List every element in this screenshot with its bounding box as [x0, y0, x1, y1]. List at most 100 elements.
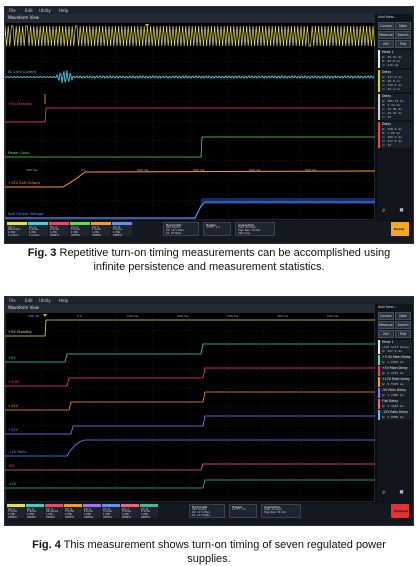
measurement-title: +5V Main Delay [382, 366, 408, 370]
menu-edit[interactable]: Edit [25, 8, 33, 13]
horizontal-settings[interactable]: Horizontal 100 ms/div SR: 12.5 MS/s RL: 12.… [189, 504, 225, 518]
button-search[interactable]: Search [395, 321, 411, 329]
channel-setting: 1 MΩ [8, 231, 15, 235]
button-measure[interactable]: Measure [378, 321, 394, 329]
channel-badge-1[interactable]: Ch 1 20mV/div 1 MΩ 1 kV/div [7, 222, 27, 237]
add-new-label: Add New... [378, 305, 397, 309]
time-axis-tick: 400 ms [277, 314, 288, 318]
channel-setting: 1 MΩ [27, 513, 34, 517]
button-ref[interactable]: Ref [378, 40, 394, 48]
measurement-value: n: 35.85 ms [382, 107, 402, 111]
channel-name: Ch 3 [46, 507, 53, 511]
trace-label: +5V Standby [8, 330, 32, 334]
button-cursors[interactable]: Cursors [378, 22, 394, 30]
menu-help[interactable]: Help [59, 8, 69, 13]
menu-utility[interactable]: Utility [39, 298, 51, 303]
channel-name: Ch 7 [122, 507, 129, 511]
trigger-value: Ch 4 ↑ 2 V [206, 226, 221, 229]
measurement-badge[interactable]: +12V Main Delay μ: 9.5505 ms [378, 377, 412, 387]
trigger-settings[interactable]: Trigger Ch 4 ↑ 2 V [203, 222, 231, 236]
measurement-badge[interactable]: -12V Rails Delay μ: 5.0000 ms [378, 410, 412, 420]
channel-name: Ch 1 [8, 507, 15, 511]
tick-label: 400 ms [277, 314, 289, 318]
measurement-badge[interactable]: Delay μ: 306.52 ms σ: 7.16 ms n: 35.85 ms n:… [378, 94, 412, 120]
trace-label-text: Power Good [8, 151, 30, 155]
measurement-value: n: 34 [382, 143, 392, 147]
time-axis-tick: -100 ms [27, 314, 39, 318]
measurement-title: Meas 1 [382, 340, 394, 344]
run-state-label: Ready [394, 227, 405, 231]
menu-help[interactable]: Help [59, 298, 69, 303]
button-label: Measure [379, 33, 393, 37]
trigger-position-marker[interactable] [43, 314, 47, 317]
waveform-plot[interactable]: +5V Standby +5V +3.3V +12V +12V -12V Rails -5V… [5, 312, 375, 502]
channel-badge-3[interactable]: Ch 3 All Active 1 MΩ 20MHz [45, 504, 63, 519]
channel-name: Ch 4 [71, 225, 78, 229]
zoom-icon[interactable]: ⌕ [382, 208, 386, 214]
acq-title: Acquisition [238, 223, 255, 227]
waveform-view-title: Waveform View [8, 15, 40, 20]
measurement-badge[interactable]: Delay μ: 417.0 ms σ: 48.0 ns n: 418.0 ms n: … [378, 70, 412, 92]
plot-border [5, 312, 375, 502]
acq-value: 256 Acqs [238, 232, 250, 236]
tick-label: 600 ms [249, 168, 261, 172]
menu-file[interactable]: File [9, 8, 16, 13]
acq-settings[interactable]: Acquisition Auto, Analyze High Res: 16 bit… [261, 504, 301, 518]
trash-icon[interactable]: ✖ [399, 208, 405, 214]
measurement-badge[interactable]: Meas 1 μ: 30.51 ms σ: 82.8 ns n: 416 ms [378, 50, 412, 68]
run-state-button[interactable]: Ready [391, 222, 409, 236]
channel-setting: 1 MΩ [113, 231, 120, 235]
menu-utility[interactable]: Utility [39, 8, 51, 13]
zoom-icon[interactable]: ⌕ [382, 490, 386, 496]
channel-setting: 20MHz [92, 234, 101, 238]
trigger-title: Trigger [232, 505, 243, 509]
measurement-badge[interactable]: Meas 1 +12V Soft Delay μ: 427.6 ms [378, 340, 412, 354]
run-state-button[interactable]: Stopped [391, 504, 409, 518]
button-ref[interactable]: Ref [378, 330, 394, 338]
button-search[interactable]: Search [395, 31, 411, 39]
trigger-position-marker[interactable] [145, 24, 149, 27]
measurement-badge[interactable]: -5V Rails Delay μ: 1.2400 ms [378, 388, 412, 398]
channel-setting: 5 V/div [122, 510, 132, 513]
button-note[interactable]: Note [395, 22, 411, 30]
measurement-value: μ: 9.5505 ms [382, 382, 404, 386]
menu-edit[interactable]: Edit [25, 298, 33, 303]
trigger-settings[interactable]: Trigger Ch 1 ↑ 2 V [229, 504, 257, 518]
horizontal-title: Horizontal [192, 505, 208, 509]
measurement-badge[interactable]: Delay μ: 458.8 ms σ: 1.89 ms n: 400.3 ms n: … [378, 122, 412, 148]
trigger-value: Ch 1 ↑ 2 V [232, 508, 247, 511]
button-note[interactable]: Note [395, 312, 411, 320]
button-measure[interactable]: Measure [378, 31, 394, 39]
tick-label: 0 s [77, 314, 82, 318]
measurement-badge[interactable]: Flat Delay μ: 4.4440 ms [378, 399, 412, 409]
channel-setting: 1 MΩ [71, 231, 78, 235]
trash-icon[interactable]: ✖ [399, 490, 405, 496]
button-cursors[interactable]: Cursors [378, 312, 394, 320]
button-plot[interactable]: Plot [395, 40, 411, 48]
acq-value: Auto, Analyze [264, 508, 282, 511]
measurement-badge[interactable]: +3.3V Main Delay μ: 1.0325 ms [378, 355, 412, 365]
measurement-badge[interactable]: +5V Main Delay μ: 3.2221 ms [378, 366, 412, 376]
tick-label: 500 ms [327, 314, 339, 318]
menu-file[interactable]: File [9, 298, 16, 303]
button-plot[interactable]: Plot [395, 330, 411, 338]
time-axis-tick: 600 ms [249, 168, 260, 172]
trace-label: -5V [8, 464, 14, 468]
acq-settings[interactable]: Acquisition Auto, Analyze High Res: 16 bit… [235, 222, 275, 236]
measurement-value: σ: 1.89 ms [382, 131, 401, 135]
waveform-plot[interactable]: AC Line Current +5V Standby Power Good +12V… [5, 22, 375, 220]
horizontal-settings[interactable]: Horizontal 200 ms/div SR: 12.5 MS/s RL: 25 … [163, 222, 199, 236]
